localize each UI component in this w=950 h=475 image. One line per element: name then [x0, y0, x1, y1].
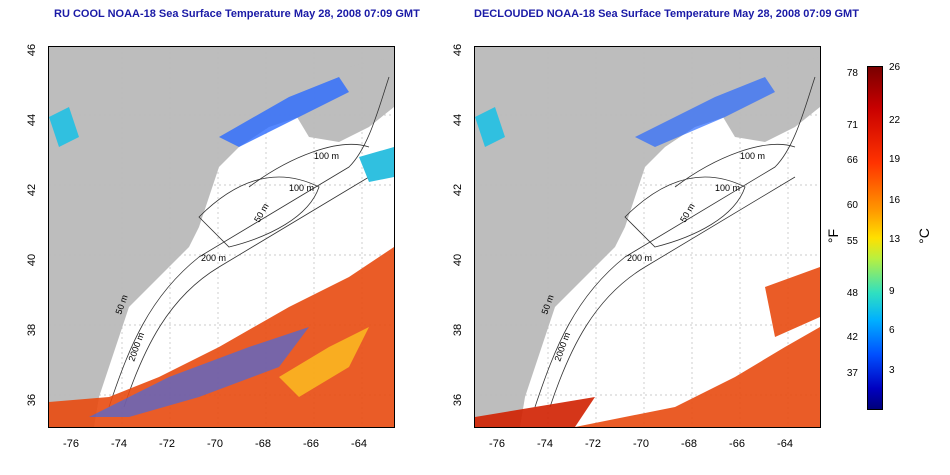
svg-text:50 m: 50 m [252, 202, 271, 224]
cool-sst-band [635, 77, 775, 147]
colorbar-c-tick: 6 [889, 325, 895, 336]
right-lon-tick: -74 [537, 438, 553, 450]
right-map-title: DECLOUDED NOAA-18 Sea Surface Temperatur… [474, 8, 859, 20]
colorbar-c-tick: 19 [889, 154, 901, 165]
left-lon-tick: -70 [207, 438, 223, 450]
nova-scotia [279, 57, 394, 142]
svg-text:100 m: 100 m [715, 183, 740, 193]
svg-text:200 m: 200 m [201, 253, 226, 263]
right-lat-tick: 42 [452, 183, 464, 197]
colorbar-c-tick: 26 [889, 62, 901, 73]
warm-sst-region [575, 327, 820, 427]
left-lon-tick: -66 [303, 438, 319, 450]
svg-text:100 m: 100 m [740, 151, 765, 161]
temperature-colorbar [867, 66, 883, 410]
colorbar-f-tick: 48 [846, 288, 858, 299]
colorbar-c-tick: 9 [889, 286, 895, 297]
land-mass [475, 47, 820, 427]
left-lat-tick: 38 [26, 323, 38, 337]
bathymetry-contours [534, 76, 816, 408]
right-lon-tick: -64 [777, 438, 793, 450]
teal-sst-patch-2 [359, 147, 394, 182]
left-lon-tick: -74 [111, 438, 127, 450]
mixed-sst-region [89, 327, 309, 417]
left-lon-tick: -72 [159, 438, 175, 450]
colorbar-f-tick: 78 [846, 68, 858, 79]
right-lon-tick: -68 [681, 438, 697, 450]
svg-text:100 m: 100 m [314, 151, 339, 161]
right-lon-tick: -66 [729, 438, 745, 450]
left-lat-tick: 44 [26, 113, 38, 127]
left-lat-tick: 36 [26, 393, 38, 407]
right-lon-tick: -72 [585, 438, 601, 450]
svg-text:100 m: 100 m [289, 183, 314, 193]
left-map-canvas: 100 m 100 m 50 m 200 m 50 m 2000 m [49, 47, 394, 427]
right-lat-tick: 46 [452, 43, 464, 57]
left-lat-tick: 40 [26, 253, 38, 267]
left-sst-map: 100 m 100 m 50 m 200 m 50 m 2000 m [48, 46, 395, 428]
right-lat-tick: 38 [452, 323, 464, 337]
nova-scotia [705, 57, 820, 142]
teal-sst-patch [49, 107, 79, 147]
colorbar-c-tick: 3 [889, 365, 895, 376]
right-lon-tick: -70 [633, 438, 649, 450]
right-sst-map: 100 m 100 m 50 m 200 m 50 m 2000 m [474, 46, 821, 428]
colorbar-f-tick: 55 [846, 236, 858, 247]
colorbar-c-tick: 16 [889, 195, 901, 206]
right-lat-tick: 36 [452, 393, 464, 407]
warm-sst-region-3 [475, 397, 595, 427]
right-lat-tick: 40 [452, 253, 464, 267]
left-lon-tick: -68 [255, 438, 271, 450]
svg-text:50 m: 50 m [678, 202, 697, 224]
left-lat-tick: 42 [26, 183, 38, 197]
colorbar-c-tick: 22 [889, 115, 901, 126]
left-map-title: RU COOL NOAA-18 Sea Surface Temperature … [54, 8, 420, 20]
colorbar-f-tick: 42 [846, 332, 858, 343]
colorbar-c-tick: 13 [889, 234, 901, 245]
right-lat-tick: 44 [452, 113, 464, 127]
colorbar-fahrenheit-label: °F [825, 228, 842, 244]
left-lat-tick: 46 [26, 43, 38, 57]
yellow-sst-patch [279, 327, 369, 397]
land-mass [49, 47, 394, 427]
colorbar-f-tick: 60 [846, 200, 858, 211]
right-map-canvas: 100 m 100 m 50 m 200 m 50 m 2000 m [475, 47, 820, 427]
colorbar-f-tick: 66 [846, 155, 858, 166]
teal-sst-patch [475, 107, 505, 147]
warm-sst-region-2 [765, 267, 820, 337]
svg-text:200 m: 200 m [627, 253, 652, 263]
colorbar-f-tick: 71 [846, 120, 858, 131]
left-lon-tick: -64 [351, 438, 367, 450]
colorbar-celsius-label: °C [915, 228, 932, 244]
cool-sst-band [219, 77, 349, 147]
left-lon-tick: -76 [63, 438, 79, 450]
colorbar-f-tick: 37 [846, 368, 858, 379]
right-lon-tick: -76 [489, 438, 505, 450]
bathymetry-contours [108, 76, 390, 408]
